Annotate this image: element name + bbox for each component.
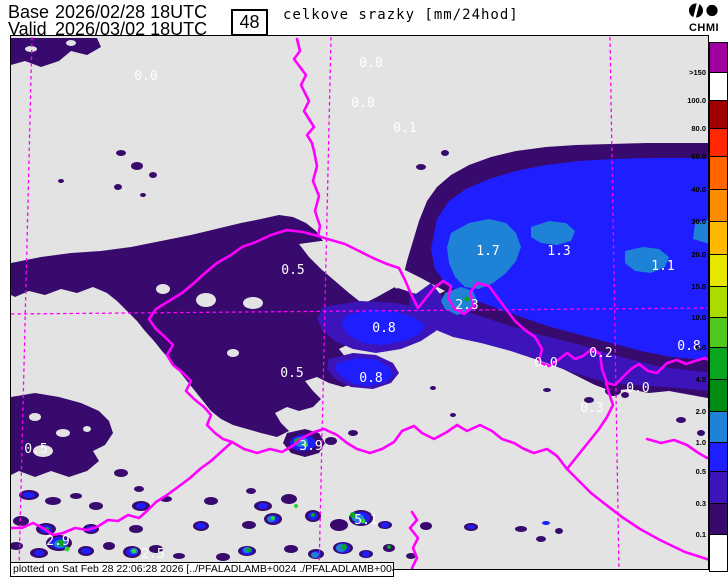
map-value-label: 5.1 — [354, 513, 377, 528]
map-value-label: 0.0 — [351, 96, 374, 111]
colorbar-band — [710, 287, 727, 318]
colorbar-band — [710, 318, 727, 348]
colorbar-band — [710, 443, 727, 472]
colorbar-label: 0.5 — [695, 467, 706, 476]
map-value-label: 0.5 — [24, 442, 47, 457]
colorbar-band — [710, 255, 727, 287]
colorbar-label: 15.0 — [691, 282, 706, 291]
map-value-label: 0.5 — [280, 366, 303, 381]
base-value: 2026/02/28 18UTC — [55, 2, 208, 22]
precipitation-map: 0.0 0.0 0.0 0.1 0.5 1.7 1.3 1.1 2.3 0.8 … — [11, 36, 708, 569]
colorbar-band — [710, 504, 727, 535]
colorbar-label: 20.0 — [691, 250, 706, 259]
map-value-label: 2.3 — [455, 298, 478, 313]
colorbar-band — [710, 472, 727, 504]
map-value-label: 0.1 — [393, 121, 416, 136]
base-time-row: Base 2026/02/28 18UTC — [8, 3, 207, 21]
colorbar-label: 60.0 — [691, 152, 706, 161]
colorbar-band — [710, 157, 727, 190]
chmi-logo: CHMI — [684, 1, 724, 34]
map-value-label: 0.0 — [359, 56, 382, 71]
colorbar-band — [710, 535, 727, 571]
valid-time-row: Valid 2026/03/02 18UTC — [8, 20, 207, 38]
colorbar-label: 0.1 — [695, 530, 706, 539]
colorbar-band — [710, 380, 727, 412]
map-value-label: 0.2 — [589, 346, 612, 361]
map-value-label: 3.9 — [299, 439, 322, 454]
colorbar-label: 80.0 — [691, 124, 706, 133]
colorbar-label: 30.0 — [691, 217, 706, 226]
map-value-label: 2.9 — [46, 534, 69, 549]
precipitation-colorbar — [709, 42, 728, 572]
colorbar-label: 6.0 — [695, 343, 706, 352]
value-labels: 0.0 0.0 0.0 0.1 0.5 1.7 1.3 1.1 2.3 0.8 … — [24, 56, 700, 562]
colorbar-label: 40.0 — [691, 185, 706, 194]
map-value-label: 0.8 — [372, 321, 395, 336]
map-value-label: 2.5 — [141, 547, 164, 562]
colorbar-label: 4.0 — [695, 375, 706, 384]
country-borders — [11, 37, 708, 569]
map-value-label: 1.7 — [476, 244, 499, 259]
map-value-label: 1.3 — [547, 244, 570, 259]
colorbar-label: 100.0 — [687, 96, 706, 105]
forecast-hour-box: 48 — [231, 9, 268, 36]
map-value-label: 0.8 — [359, 371, 382, 386]
map-value-label: 0.0 — [534, 356, 557, 371]
colorbar-label: 10.0 — [691, 313, 706, 322]
colorbar-band — [710, 129, 727, 157]
colorbar-band — [710, 222, 727, 255]
plot-info-footer: plotted on Sat Feb 28 22:06:28 2026 [../… — [10, 562, 394, 577]
valid-value: 2026/03/02 18UTC — [55, 19, 208, 39]
map-value-label: 0.0 — [626, 381, 649, 396]
base-label: Base — [8, 2, 50, 22]
colorbar-band — [710, 101, 727, 129]
latlon-gridlines — [11, 36, 708, 569]
map-value-label: 0.5 — [281, 263, 304, 278]
map-canvas: 0.0 0.0 0.0 0.1 0.5 1.7 1.3 1.1 2.3 0.8 … — [10, 35, 709, 570]
map-value-label: 0.0 — [134, 69, 157, 84]
colorbar-label: 0.3 — [695, 499, 706, 508]
map-value-label: 0.3 — [580, 401, 603, 416]
valid-label: Valid — [8, 19, 47, 39]
colorbar-band — [710, 73, 727, 101]
colorbar-band — [710, 412, 727, 443]
colorbar-band — [710, 190, 727, 222]
map-value-label: 1.1 — [651, 259, 674, 274]
colorbar-band — [710, 348, 727, 380]
colorbar-band — [710, 43, 727, 73]
chmi-logo-text: CHMI — [688, 22, 720, 34]
colorbar-label: >150 — [689, 68, 706, 77]
colorbar-label: 1.0 — [695, 438, 706, 447]
product-title: celkove srazky [mm/24hod] — [283, 7, 519, 23]
colorbar-label: 2.0 — [695, 407, 706, 416]
map-value-label: 0.8 — [677, 339, 700, 354]
chmi-logo-icon — [689, 1, 718, 21]
